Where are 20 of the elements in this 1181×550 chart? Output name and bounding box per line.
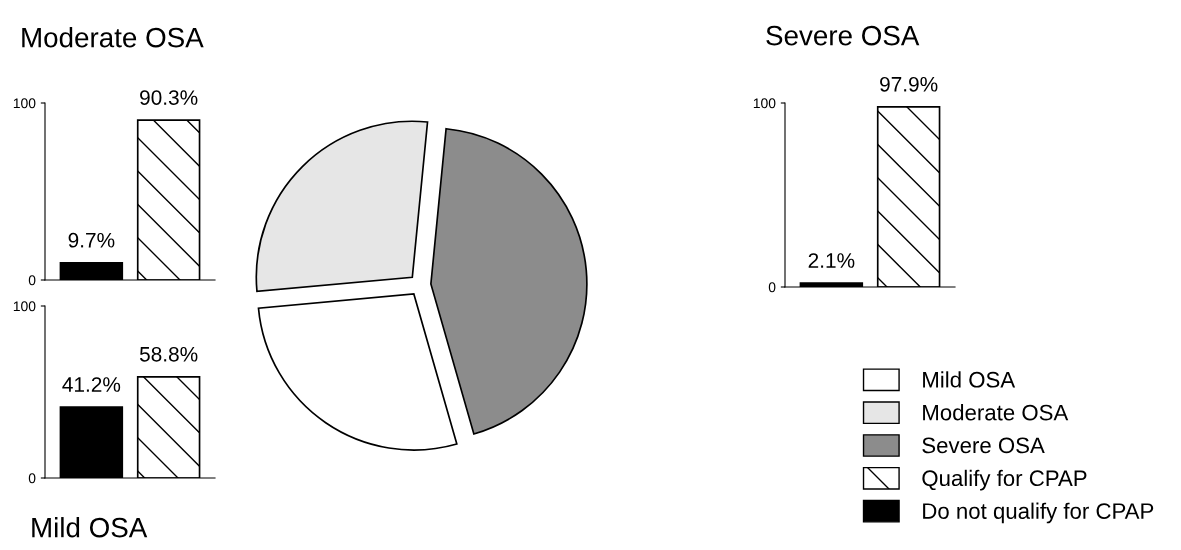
data-label: 41.2% xyxy=(62,377,121,392)
data-label: 2.1% xyxy=(808,253,855,268)
text: Mild OSA xyxy=(32,517,148,538)
data-label: 9.7% xyxy=(68,232,115,248)
text: Qualify for CPAP xyxy=(922,469,1087,491)
text: Do not qualify for CPAP xyxy=(923,502,1154,524)
y-tick-label: 100 xyxy=(753,98,776,109)
data-label: 58.8% xyxy=(139,346,198,362)
legend-label: Moderate OSA xyxy=(923,404,1069,421)
y-tick-label: 100 xyxy=(13,98,36,109)
y-tick-label: 0 xyxy=(28,275,36,286)
y-tick-label: 0 xyxy=(28,473,36,484)
data-label: 97.9% xyxy=(880,76,938,92)
y-tick-label: 100 xyxy=(13,301,36,312)
legend-label: Mild OSA xyxy=(923,371,1016,388)
data-label: 90.3% xyxy=(140,90,198,105)
y-tick-label: 0 xyxy=(768,282,776,293)
chart-title: Severe OSA xyxy=(766,25,920,46)
chart-title: Moderate OSA xyxy=(22,27,204,48)
legend-label: Severe OSA xyxy=(922,437,1045,454)
